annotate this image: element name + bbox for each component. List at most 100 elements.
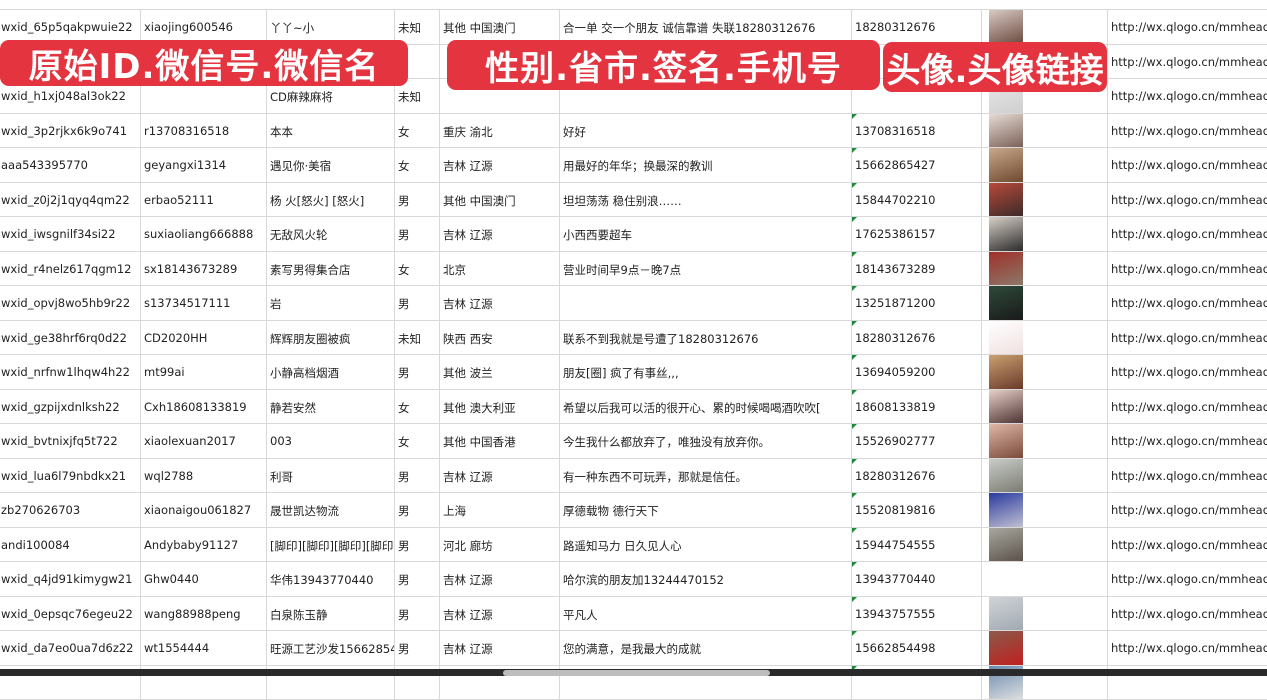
avatar-link-cell[interactable]: http://wx.qlogo.cn/mmhead	[1108, 114, 1267, 148]
wechat-id-cell[interactable]: r13708316518	[141, 114, 267, 148]
gender-cell[interactable]: 女	[395, 252, 440, 286]
original-id-cell[interactable]: wxid_q4jd91kimygw21	[0, 562, 141, 596]
phone-cell[interactable]: 13708316518	[852, 114, 982, 148]
gender-cell[interactable]: 未知	[395, 10, 440, 44]
wechat-id-cell[interactable]: sx18143673289	[141, 252, 267, 286]
wechat-id-cell[interactable]: geyangxi1314	[141, 148, 267, 182]
original-id-cell[interactable]: wxid_opvj8wo5hb9r22	[0, 286, 141, 320]
original-id-cell[interactable]: wxid_lua6l79nbdkx21	[0, 459, 141, 493]
avatar-cell[interactable]	[982, 424, 1108, 458]
phone-cell[interactable]: 15526902777	[852, 424, 982, 458]
signature-cell[interactable]	[560, 286, 852, 320]
gender-cell[interactable]: 未知	[395, 321, 440, 355]
avatar-cell[interactable]	[982, 562, 1108, 596]
phone-cell[interactable]: 15844702210	[852, 183, 982, 217]
wechat-name-cell[interactable]: 旺源工艺沙发15662854	[267, 631, 395, 665]
gender-cell[interactable]: 男	[395, 217, 440, 251]
gender-cell[interactable]: 男	[395, 355, 440, 389]
region-cell[interactable]: 吉林 辽源	[440, 459, 560, 493]
avatar-cell[interactable]	[982, 597, 1108, 631]
avatar-cell[interactable]	[982, 217, 1108, 251]
original-id-cell[interactable]: zb270626703	[0, 493, 141, 527]
region-cell[interactable]: 其他 中国香港	[440, 424, 560, 458]
avatar-cell[interactable]	[982, 631, 1108, 665]
signature-cell[interactable]: 合一单 交一个朋友 诚信靠谱 失联18280312676	[560, 10, 852, 44]
original-id-cell[interactable]: wxid_ge38hrf6rq0d22	[0, 321, 141, 355]
phone-cell[interactable]: 18280312676	[852, 10, 982, 44]
wechat-name-cell[interactable]: [脚印][脚印][脚印][脚印]	[267, 528, 395, 562]
wechat-name-cell[interactable]: 素写男得集合店	[267, 252, 395, 286]
original-id-cell[interactable]: wxid_z0j2j1qyq4qm22	[0, 183, 141, 217]
original-id-cell[interactable]: wxid_3p2rjkx6k9o741	[0, 114, 141, 148]
region-cell[interactable]: 吉林 辽源	[440, 286, 560, 320]
avatar-cell[interactable]	[982, 10, 1108, 44]
avatar-link-cell[interactable]: http://wx.qlogo.cn/mmhead	[1108, 562, 1267, 596]
gender-cell[interactable]: 男	[395, 631, 440, 665]
avatar-link-cell[interactable]: http://wx.qlogo.cn/mmhead	[1108, 217, 1267, 251]
wechat-id-cell[interactable]: erbao52111	[141, 183, 267, 217]
wechat-name-cell[interactable]: 本本	[267, 114, 395, 148]
phone-cell[interactable]: 13943770440	[852, 562, 982, 596]
avatar-link-cell[interactable]: http://wx.qlogo.cn/mmhead	[1108, 528, 1267, 562]
gender-cell[interactable]: 女	[395, 390, 440, 424]
region-cell[interactable]: 吉林 辽源	[440, 562, 560, 596]
avatar-cell[interactable]	[982, 148, 1108, 182]
phone-cell[interactable]: 13943757555	[852, 597, 982, 631]
region-cell[interactable]: 吉林 辽源	[440, 217, 560, 251]
wechat-name-cell[interactable]: 小静高档烟酒	[267, 355, 395, 389]
avatar-cell[interactable]	[982, 321, 1108, 355]
signature-cell[interactable]: 用最好的年华；换最深的教训	[560, 148, 852, 182]
wechat-name-cell[interactable]: 遇见你·美宿	[267, 148, 395, 182]
phone-cell[interactable]: 17625386157	[852, 217, 982, 251]
wechat-id-cell[interactable]: wql2788	[141, 459, 267, 493]
region-cell[interactable]: 陕西 西安	[440, 321, 560, 355]
gender-cell[interactable]: 男	[395, 493, 440, 527]
original-id-cell[interactable]: wxid_gzpijxdnlksh22	[0, 390, 141, 424]
phone-cell[interactable]: 15944754555	[852, 528, 982, 562]
avatar-cell[interactable]	[982, 390, 1108, 424]
original-id-cell[interactable]: wxid_iwsgnilf34si22	[0, 217, 141, 251]
avatar-link-cell[interactable]: http://wx.qlogo.cn/mmhead	[1108, 459, 1267, 493]
signature-cell[interactable]: 路遥知马力 日久见人心	[560, 528, 852, 562]
region-cell[interactable]: 其他 中国澳门	[440, 183, 560, 217]
avatar-cell[interactable]	[982, 183, 1108, 217]
gender-cell[interactable]: 男	[395, 183, 440, 217]
original-id-cell[interactable]: wxid_bvtnixjfq5t722	[0, 424, 141, 458]
original-id-cell[interactable]: wxid_0epsqc76egeu22	[0, 597, 141, 631]
signature-cell[interactable]: 平凡人	[560, 597, 852, 631]
region-cell[interactable]: 吉林 辽源	[440, 631, 560, 665]
avatar-link-cell[interactable]: http://wx.qlogo.cn/mmhead	[1108, 631, 1267, 665]
phone-cell[interactable]: 15662865427	[852, 148, 982, 182]
avatar-link-cell[interactable]: http://wx.qlogo.cn/mmhead	[1108, 183, 1267, 217]
original-id-cell[interactable]: wxid_r4nelz617qgm12	[0, 252, 141, 286]
wechat-id-cell[interactable]: Andybaby91127	[141, 528, 267, 562]
signature-cell[interactable]: 有一种东西不可玩弄，那就是信任。	[560, 459, 852, 493]
region-cell[interactable]: 其他 中国澳门	[440, 10, 560, 44]
wechat-id-cell[interactable]: suxiaoliang666888	[141, 217, 267, 251]
wechat-id-cell[interactable]: CD2020HH	[141, 321, 267, 355]
wechat-name-cell[interactable]: 杨 火[怒火] [怒火]	[267, 183, 395, 217]
avatar-cell[interactable]	[982, 528, 1108, 562]
wechat-name-cell[interactable]: 白泉陈玉静	[267, 597, 395, 631]
gender-cell[interactable]: 男	[395, 597, 440, 631]
signature-cell[interactable]: 厚德载物 德行天下	[560, 493, 852, 527]
region-cell[interactable]: 上海	[440, 493, 560, 527]
wechat-name-cell[interactable]: 岩	[267, 286, 395, 320]
original-id-cell[interactable]: wxid_da7eo0ua7d6z22	[0, 631, 141, 665]
avatar-link-cell[interactable]: http://wx.qlogo.cn/mmhead	[1108, 597, 1267, 631]
wechat-id-cell[interactable]: xiaolexuan2017	[141, 424, 267, 458]
wechat-id-cell[interactable]: xiaonaigou061827	[141, 493, 267, 527]
gender-cell[interactable]: 女	[395, 424, 440, 458]
avatar-link-cell[interactable]: http://wx.qlogo.cn/mmhead	[1108, 10, 1267, 44]
wechat-id-cell[interactable]: s13734517111	[141, 286, 267, 320]
wechat-name-cell[interactable]: 华伟13943770440	[267, 562, 395, 596]
avatar-link-cell[interactable]: http://wx.qlogo.cn/mmhead	[1108, 148, 1267, 182]
wechat-name-cell[interactable]: 无敌风火轮	[267, 217, 395, 251]
avatar-cell[interactable]	[982, 114, 1108, 148]
avatar-link-cell[interactable]: http://wx.qlogo.cn/mmhead	[1108, 424, 1267, 458]
avatar-cell[interactable]	[982, 252, 1108, 286]
avatar-link-cell[interactable]: http://wx.qlogo.cn/mmhead	[1108, 79, 1267, 113]
avatar-link-cell[interactable]: http://wx.qlogo.cn/mmhead	[1108, 355, 1267, 389]
original-id-cell[interactable]: andi100084	[0, 528, 141, 562]
wechat-name-cell[interactable]: 003	[267, 424, 395, 458]
